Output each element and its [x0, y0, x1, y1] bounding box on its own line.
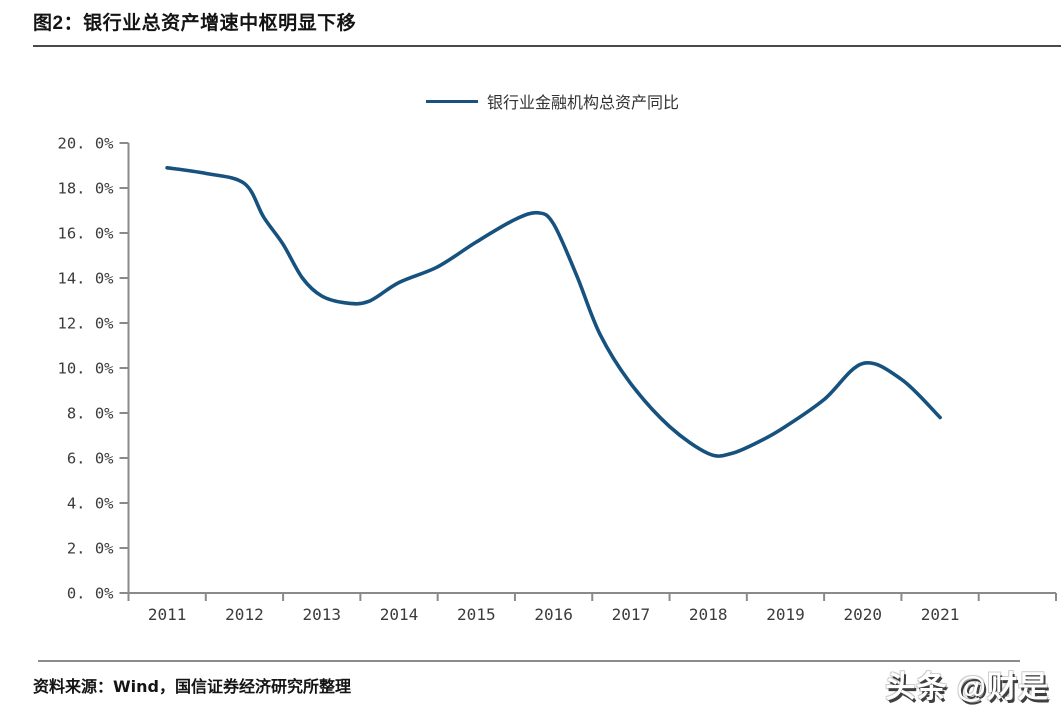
y-axis-tick-label: 4. 0% [67, 495, 114, 513]
title-underline [33, 45, 1061, 47]
chart-title: 图2：银行业总资产增速中枢明显下移 [33, 13, 357, 34]
axis-lines [127, 143, 1056, 594]
x-axis-tick-label: 2019 [766, 605, 805, 624]
series-line-total-assets-yoy [165, 166, 942, 458]
y-axis-tick-label: 10. 0% [58, 360, 115, 378]
x-axis-tick-label: 2015 [457, 605, 496, 624]
y-axis-tick-label: 14. 0% [58, 270, 115, 288]
x-axis-tick-label: 2021 [921, 605, 960, 624]
watermark-label: 头条 @财是 [885, 671, 1049, 704]
y-axis-tick-label: 16. 0% [58, 225, 115, 243]
y-axis-tick-label: 6. 0% [67, 450, 114, 468]
x-axis-tick-label: 2017 [612, 605, 651, 624]
x-axis-tick-label: 2012 [225, 605, 264, 624]
legend-label: 银行业金融机构总资产同比 [486, 95, 679, 112]
y-axis-tick-label: 8. 0% [67, 405, 114, 423]
y-axis-tick-label: 2. 0% [67, 540, 114, 558]
y-axis-tick-label: 0. 0% [67, 585, 114, 603]
y-axis-tick-label: 20. 0% [58, 135, 115, 153]
footer-divider [38, 660, 1020, 662]
chart-legend: 银行业金融机构总资产同比 [22, 89, 1061, 113]
y-axis-tick-label: 12. 0% [58, 315, 115, 333]
x-axis-tick-label: 2014 [380, 605, 419, 624]
y-axis-tick-label: 18. 0% [58, 180, 115, 198]
x-axis-tick-label: 2011 [148, 605, 187, 624]
x-axis-tick-label: 2018 [689, 605, 728, 624]
legend-line-swatch [425, 99, 478, 103]
x-axis-tick-label: 2016 [534, 605, 573, 624]
x-axis-tick-label: 2013 [302, 605, 341, 624]
x-axis-tick-label: 2020 [844, 605, 883, 624]
source-note: 资料来源：Wind，国信证券经济研究所整理 [33, 677, 351, 696]
